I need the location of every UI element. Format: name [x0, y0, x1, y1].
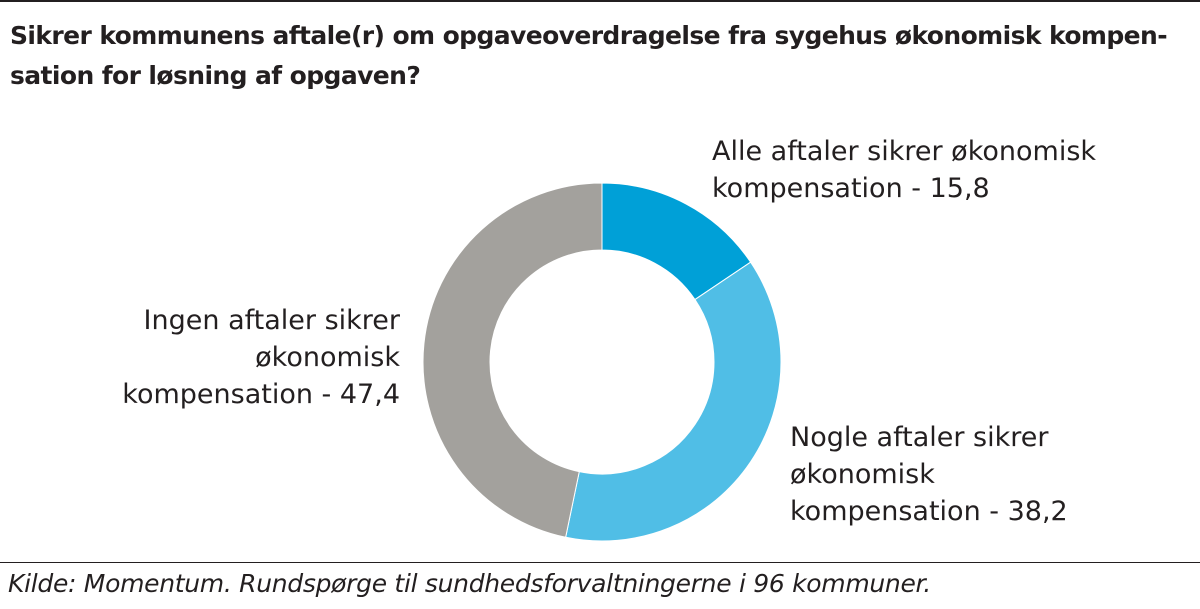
slice-nogle-aftaler-sikrer-oekonomisk-kompensation [565, 261, 782, 542]
label-ingen-aftaler-sikrer-oekonomisk-kompensation: Ingen aftaler sikrer økonomisk kompensatio… [122, 305, 401, 410]
donut-chart: Alle aftaler sikrer økonomisk kompensatio… [122, 136, 1096, 542]
label-line: Alle aftaler sikrer økonomisk [712, 136, 1096, 167]
chart-title: Sikrer kommunens aftale(r) om opgaveover… [10, 16, 1195, 96]
label-line: kompensation - 38,2 [790, 496, 1068, 527]
top-rule [0, 0, 1200, 2]
slice-ingen-aftaler-sikrer-oekonomisk-kompensation [422, 182, 603, 538]
label-nogle-aftaler-sikrer-oekonomisk-kompensation: Nogle aftaler sikrer økonomisk kompensatio… [790, 422, 1068, 527]
chart-title-line-1: Sikrer kommunens aftale(r) om opgaveover… [10, 21, 1168, 50]
label-line: kompensation - 47,4 [122, 379, 400, 410]
label-line: kompensation - 15,8 [712, 173, 990, 204]
label-line: økonomisk [255, 342, 400, 373]
bottom-rule [0, 562, 1200, 563]
chart-title-line-2: sation for løsning af opgaven? [10, 61, 421, 90]
source-note: Kilde: Momentum. Rundspørge til sundheds… [8, 569, 931, 598]
label-line: økonomisk [790, 459, 935, 490]
label-line: Ingen aftaler sikrer [144, 305, 401, 336]
label-line: Nogle aftaler sikrer [790, 422, 1049, 453]
label-alle-aftaler-sikrer-oekonomisk-kompensation: Alle aftaler sikrer økonomisk kompensatio… [712, 136, 1096, 204]
